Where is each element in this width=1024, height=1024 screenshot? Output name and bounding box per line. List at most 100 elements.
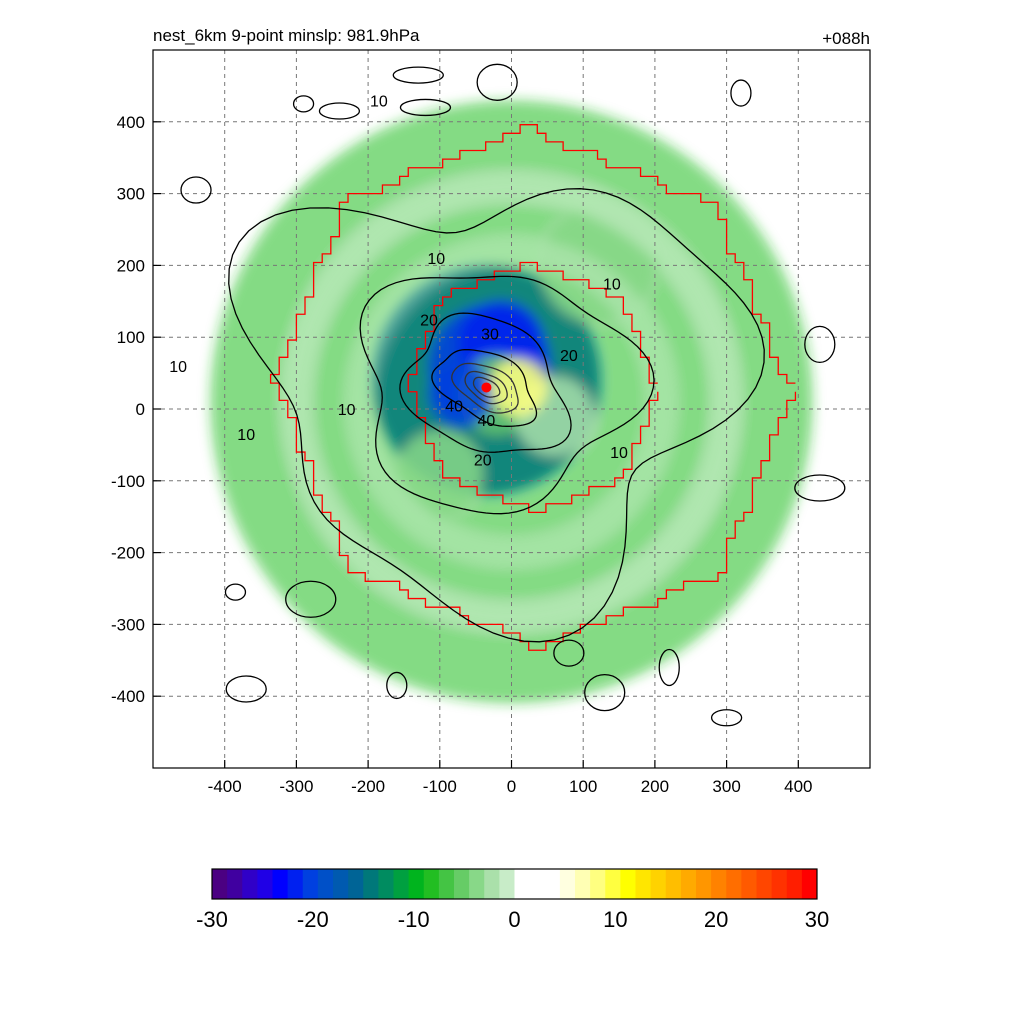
contour-label: 10 [610,445,628,462]
colorbar-tick-label: -20 [297,907,329,932]
y-tick-label: -400 [111,687,145,706]
x-tick-label: 200 [641,777,669,796]
colorbar-swatch [242,869,258,899]
y-tick-label: -300 [111,615,145,634]
colorbar-tick-label: 0 [508,907,520,932]
y-tick-label: -200 [111,544,145,563]
forecast-hour-label: +088h [822,29,870,48]
contour-label: 40 [445,398,463,415]
plot-area: 10 10 10 10 10 10 10 20 20 20 30 40 40 [153,50,870,768]
contour-island [730,79,752,107]
contour-line [472,376,501,398]
contour-island [710,709,743,727]
contour-line [464,370,508,405]
contour-label: 10 [169,359,187,376]
colorbar-swatch [363,869,379,899]
contour-label: 20 [560,348,578,365]
colorbar-swatch [786,869,803,899]
colorbar-swatch [756,869,773,899]
x-tick-label: 100 [569,777,597,796]
x-tick-label: -100 [423,777,457,796]
colorbar-swatch [469,869,485,899]
storm-center-marker [481,382,492,393]
contour-island [584,673,626,712]
x-tick-label: 300 [712,777,740,796]
colorbar-swatch [680,869,697,899]
colorbar-swatch [544,869,561,899]
contour-island [553,639,585,667]
colorbar-swatch [257,869,273,899]
contour-island [224,583,247,601]
colorbar-swatch [302,869,319,899]
y-tick-label: -100 [111,472,145,491]
contour-label: 30 [481,327,499,344]
colorbar-swatch [635,869,652,899]
colorbar-swatch [378,869,394,899]
red-outline [269,124,797,651]
y-tick-label: 100 [117,328,145,347]
contour-lines [180,63,846,727]
x-tick-label: 0 [507,777,516,796]
contour-label: 10 [338,402,356,419]
colorbar-tick-label: -30 [196,907,228,932]
y-tick-label: 300 [117,185,145,204]
colorbar-swatch [423,869,440,899]
x-tick-label: -400 [208,777,242,796]
colorbar-swatch [333,869,349,899]
contour-island [399,98,452,117]
colorbar-swatch [711,869,727,899]
colorbar-tick-label: 30 [805,907,829,932]
colorbar-swatch [605,869,621,899]
contour-label: 20 [420,312,438,329]
contour-island [225,675,267,703]
colorbar-swatch [272,869,289,899]
contour-label: 10 [370,93,388,110]
colorbar-frame [211,868,818,900]
colorbar-tick-label: -10 [398,907,430,932]
colorbar-tick-label: 10 [603,907,627,932]
colorbar-swatch [559,869,576,899]
colorbar-swatch [650,869,667,899]
colorbar-swatch [212,869,228,899]
contour-island [392,66,444,84]
contour-label: 10 [427,251,445,268]
contour-island [318,102,361,120]
contour-line [451,362,519,414]
colorbar-swatch [454,869,470,899]
colorbar-swatch [408,869,425,899]
y-tick-label: 200 [117,256,145,275]
y-axis: -400 -300 -200 -100 0 100 200 300 400 [111,113,161,706]
colorbar-swatch [287,869,304,899]
colorbar-swatch [741,869,757,899]
x-axis: -400 -300 -200 -100 0 100 200 300 400 [208,760,812,796]
contour-labels: 10 10 10 10 10 10 10 20 20 20 30 40 40 [169,93,628,469]
x-tick-label: -300 [279,777,313,796]
colorbar: -30 -20 -10 0 10 20 30 [196,868,829,932]
red-outline-outer [269,124,797,651]
y-tick-label: 400 [117,113,145,132]
x-tick-label: -200 [351,777,385,796]
contour-island [476,63,518,101]
colorbar-swatch [696,869,712,899]
colorbar-swatch [665,869,682,899]
contour-island [794,474,846,502]
colorbar-swatch [393,869,410,899]
contour-label: 40 [478,413,496,430]
chart-title: nest_6km 9-point minslp: 981.9hPa [153,26,420,45]
contour-island [658,648,680,687]
contour-island [292,95,315,113]
colorbar-swatch [726,869,742,899]
contour-island [804,325,836,364]
contour-label: 10 [237,427,255,444]
x-tick-label: 400 [784,777,812,796]
colorbar-swatch [227,869,243,899]
contour-island [180,176,212,204]
y-tick-label: 0 [136,400,145,419]
contour-line [228,188,765,643]
colorbar-swatch [620,869,636,899]
red-outline-inner [407,261,659,514]
colorbar-swatch [499,869,515,899]
contour-label: 10 [603,276,621,293]
contour-label: 20 [474,452,492,469]
